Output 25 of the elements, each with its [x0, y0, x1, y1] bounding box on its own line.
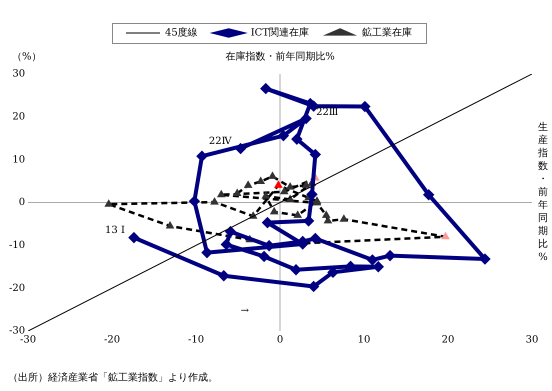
- chart-title: 在庫指数・前年同期比%: [225, 50, 335, 63]
- y-tick-label: 0: [18, 197, 26, 208]
- x-tick-label: -10: [188, 334, 204, 346]
- y-tick-label: -10: [8, 240, 26, 251]
- x-tick-label: 10: [358, 334, 370, 346]
- annotation: →: [240, 306, 250, 317]
- text: 生産指数・前年同期比%: [538, 122, 548, 264]
- y-tick-label: -20: [8, 282, 26, 294]
- annotation: 22Ⅳ: [208, 136, 233, 148]
- x-tick-label: 30: [526, 334, 538, 346]
- y-tick-label: -30: [8, 326, 26, 337]
- x-tick-label: 0: [276, 334, 284, 346]
- annotation: 13 Ⅰ: [105, 225, 125, 236]
- x-tick-label: -20: [104, 334, 120, 346]
- x-tick-label: 20: [442, 334, 454, 346]
- y-tick-label: 10: [12, 154, 26, 166]
- y-axis-title: （%）: [12, 52, 42, 63]
- legend-label: 45度線: [165, 26, 198, 39]
- legend-label: ICT関連在庫: [250, 26, 310, 39]
- text: （出所）経済産業省「鉱工業指数」より作成。: [8, 372, 218, 384]
- x-tick-label: -30: [20, 334, 36, 346]
- annotation: 22Ⅲ: [316, 107, 339, 118]
- y-tick-label: 20: [12, 111, 26, 122]
- legend-label: 鉱工業在庫: [362, 26, 412, 39]
- y-tick-label: 30: [12, 68, 26, 80]
